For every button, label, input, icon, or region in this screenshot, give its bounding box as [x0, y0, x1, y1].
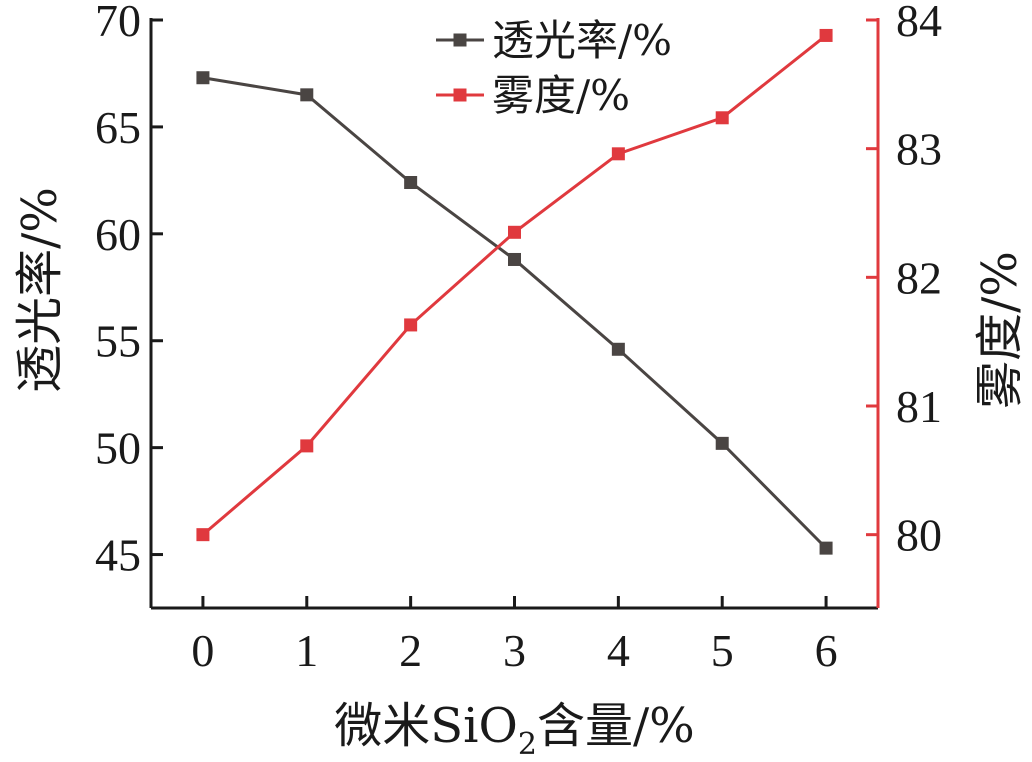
left-ticks-group: 45 50 55 60 65 70	[95, 0, 163, 581]
left-tick-label: 55	[95, 316, 141, 367]
series-line-1	[202, 76, 828, 550]
legend-marker-2	[453, 88, 467, 102]
x-ticks-group: 0 1 2 3 4 5 6	[191, 596, 838, 676]
data-point-series-1	[404, 176, 418, 190]
data-point-series-1	[715, 436, 729, 450]
legend: 透光率/% 雾度/%	[436, 16, 672, 120]
data-point-series-2	[715, 111, 729, 125]
series-group	[196, 28, 833, 555]
data-point-series-2	[508, 225, 521, 239]
data-point-series-2	[819, 28, 833, 42]
data-point-series-1	[819, 541, 833, 555]
right-tick-label: 82	[896, 252, 942, 303]
axis-titles-group: 微米SiO2含量/% 透光率/% 雾度/%	[12, 187, 1028, 762]
left-tick-label: 70	[95, 0, 141, 46]
data-point-series-1	[300, 88, 314, 102]
legend-marker-1	[453, 33, 467, 47]
left-tick-label: 45	[95, 530, 141, 581]
right-tick-label: 84	[896, 0, 942, 46]
data-point-series-2	[404, 318, 418, 332]
left-axis-title: 透光率/%	[12, 187, 68, 393]
x-tick-label: 3	[503, 625, 526, 676]
right-ticks-group: 80 81 82 83 84	[866, 0, 942, 561]
data-point-series-2	[300, 439, 314, 453]
x-tick-label: 4	[607, 625, 630, 676]
data-point-series-1	[508, 252, 521, 266]
data-point-series-2	[196, 528, 210, 542]
data-point-series-1	[196, 71, 210, 85]
x-tick-label: 2	[399, 625, 422, 676]
right-tick-label: 81	[896, 381, 942, 432]
x-axis-title: 微米SiO2含量/%	[334, 698, 694, 762]
x-tick-label: 1	[295, 625, 318, 676]
data-point-series-1	[611, 342, 625, 356]
x-tick-label: 5	[711, 625, 734, 676]
legend-label-2: 雾度/%	[492, 71, 630, 120]
left-tick-label: 65	[95, 102, 141, 153]
left-tick-label: 60	[95, 209, 141, 260]
right-tick-label: 80	[896, 510, 942, 561]
x-tick-label: 0	[191, 625, 214, 676]
left-tick-label: 50	[95, 423, 141, 474]
right-tick-label: 83	[896, 124, 942, 175]
right-axis-title: 雾度/%	[972, 251, 1028, 409]
data-point-series-2	[611, 147, 625, 161]
legend-label-1: 透光率/%	[492, 16, 672, 65]
x-tick-label: 6	[815, 625, 838, 676]
